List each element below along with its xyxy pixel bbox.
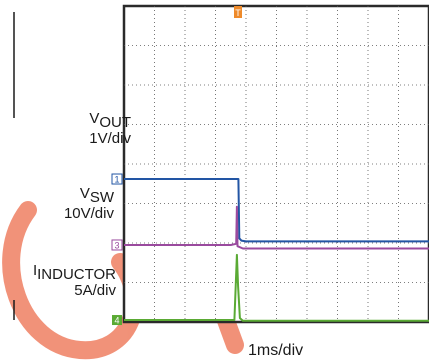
trigger-marker: T bbox=[234, 6, 242, 18]
trigger-label: T bbox=[235, 8, 241, 18]
vout-scale: 1V/div bbox=[89, 130, 131, 147]
trigger-icon bbox=[234, 6, 242, 18]
trace-vout bbox=[124, 178, 429, 243]
svg-text:3: 3 bbox=[114, 240, 119, 250]
channel-markers: 1 3 4 bbox=[111, 173, 123, 326]
channel-marker-3: 3 bbox=[111, 239, 123, 251]
trace-vsw bbox=[124, 205, 429, 250]
channel-marker-1: 1 bbox=[111, 173, 123, 185]
timebase-label: 1ms/div bbox=[248, 342, 304, 359]
svg-text:4: 4 bbox=[114, 316, 119, 326]
vout-label: VOUT 1V/div bbox=[89, 110, 131, 147]
channel-marker-4: 4 bbox=[112, 315, 122, 326]
vsw-label: VSW 10V/div bbox=[63, 185, 114, 222]
inductor-current-label: IINDUCTOR 5A/div bbox=[32, 262, 116, 299]
svg-text:1: 1 bbox=[114, 175, 119, 185]
traces bbox=[124, 178, 429, 322]
inductor-scale: 5A/div bbox=[74, 282, 116, 299]
grid bbox=[124, 6, 429, 322]
vsw-scale: 10V/div bbox=[63, 205, 114, 222]
trace-iinductor bbox=[124, 253, 429, 322]
